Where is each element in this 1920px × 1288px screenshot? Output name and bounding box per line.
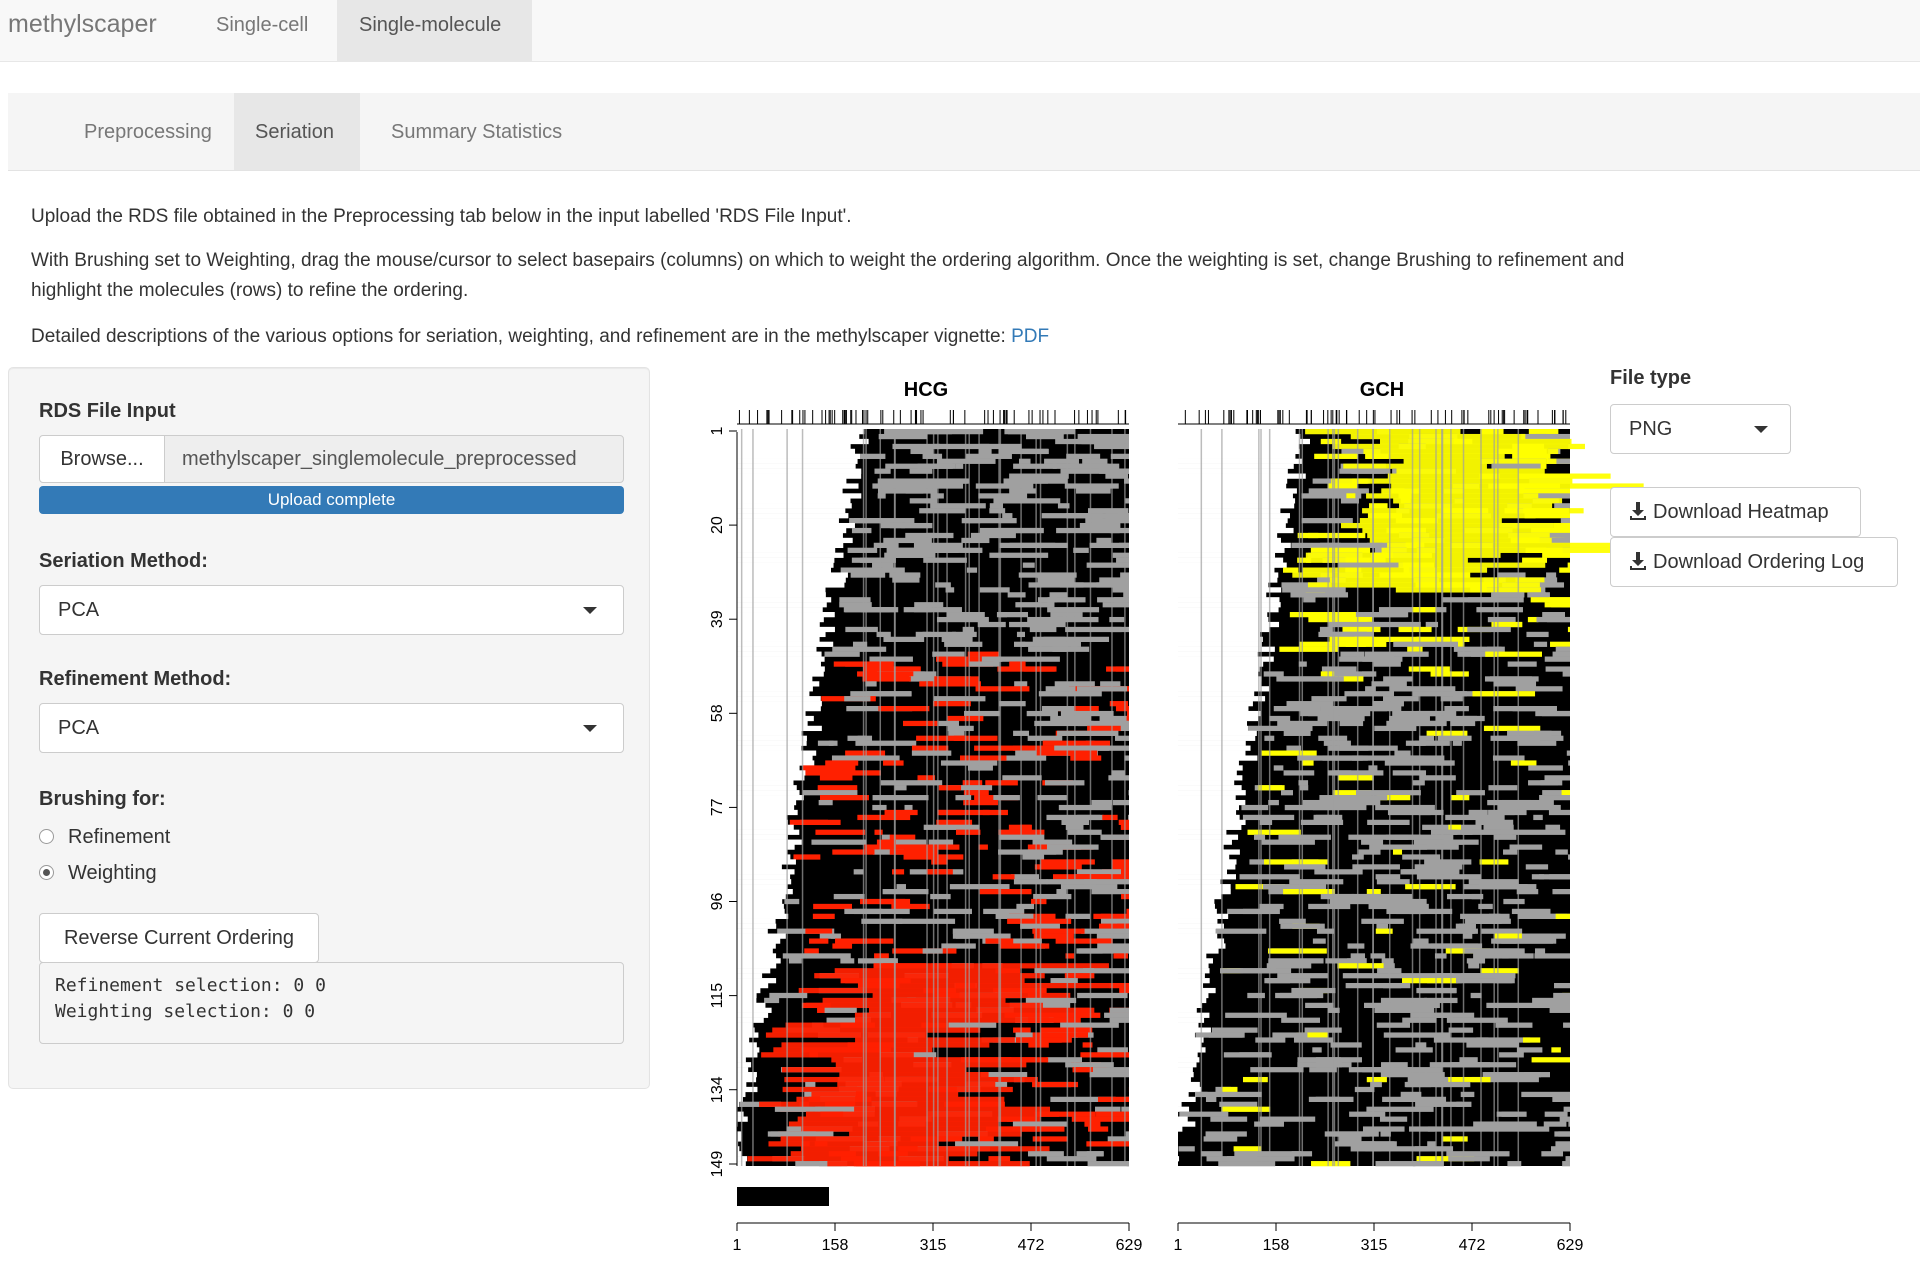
refinement-method-label: Refinement Method: <box>39 668 232 690</box>
x-tick-label: 629 <box>1557 1237 1584 1254</box>
x-tick-label: 315 <box>1361 1237 1388 1254</box>
download-heatmap-label: Download Heatmap <box>1653 501 1829 523</box>
tab-summary-statistics[interactable]: Summary Statistics <box>391 121 563 143</box>
chevron-down-icon <box>1754 426 1768 433</box>
download-heatmap-button[interactable]: Download Heatmap <box>1610 487 1861 537</box>
heatmap-plot[interactable]: HCG GCH 1 20 39 58 77 96 115 134 149 1 158 315 472 6… <box>680 355 1680 1285</box>
file-type-label: File type <box>1610 367 1692 389</box>
x-tick-label: 1 <box>733 1237 742 1254</box>
selection-output: Refinement selection: 0 0 Weighting sele… <box>39 962 624 1044</box>
gch-panel[interactable] <box>1178 429 1644 1167</box>
sidebar-panel: RDS File Input Browse... methylscaper_si… <box>8 367 650 1089</box>
download-ordering-log-button[interactable]: Download Ordering Log <box>1610 537 1898 587</box>
y-tick-label: 39 <box>709 610 726 628</box>
file-name-field[interactable]: methylscaper_singlemolecule_preprocessed <box>164 435 624 483</box>
y-tick-label: 96 <box>709 893 726 911</box>
tab-seriation[interactable]: Seriation <box>234 93 360 170</box>
vignette-pdf-link[interactable]: PDF <box>1011 326 1050 347</box>
upload-progress-bar: Upload complete <box>39 486 624 514</box>
intro-paragraph-3: Detailed descriptions of the various opt… <box>31 322 1049 352</box>
browse-button[interactable]: Browse... <box>39 435 165 483</box>
gch-title: GCH <box>1360 379 1404 401</box>
y-tick-label: 149 <box>709 1151 726 1178</box>
hcg-panel[interactable] <box>737 429 1129 1167</box>
file-type-select[interactable]: PNG <box>1610 404 1791 454</box>
x-tick-label: 315 <box>920 1237 947 1254</box>
file-type-value: PNG <box>1629 418 1673 440</box>
brushing-label: Brushing for: <box>39 788 166 810</box>
download-icon <box>1630 502 1646 520</box>
hcg-title: HCG <box>904 379 948 401</box>
intro-paragraph-2-line-2: highlight the molecules (rows) to refine… <box>31 280 469 301</box>
sub-tabs: Preprocessing Seriation Summary Statisti… <box>8 93 1920 171</box>
intro-paragraph-1: Upload the RDS file obtained in the Prep… <box>31 206 852 227</box>
refinement-method-value: PCA <box>58 717 100 739</box>
scale-bar <box>737 1187 829 1206</box>
x-tick-label: 472 <box>1018 1237 1045 1254</box>
y-tick-label: 134 <box>709 1076 726 1103</box>
top-navbar: methylscaper Single-cell Single-molecule <box>0 0 1920 62</box>
y-tick-label: 77 <box>709 798 726 816</box>
y-tick-label: 20 <box>709 516 726 534</box>
seriation-method-value: PCA <box>58 599 100 621</box>
intro-paragraph-3-text: Detailed descriptions of the various opt… <box>31 326 1012 347</box>
chevron-down-icon <box>583 725 597 732</box>
chevron-down-icon <box>583 607 597 614</box>
y-tick-label: 115 <box>709 983 726 1009</box>
y-tick-label: 1 <box>709 426 726 435</box>
y-tick-label: 58 <box>709 704 726 722</box>
x-axis: 1 158 315 472 629 1 158 315 472 629 <box>733 1222 1584 1254</box>
x-tick-label: 1 <box>1174 1237 1183 1254</box>
download-ordering-log-label: Download Ordering Log <box>1653 551 1865 573</box>
seriation-method-select[interactable]: PCA <box>39 585 624 635</box>
nav-tab-single-cell[interactable]: Single-cell <box>216 14 309 36</box>
top-rug-ticks <box>737 410 1570 425</box>
radio-refinement-label: Refinement <box>68 826 171 848</box>
tab-preprocessing[interactable]: Preprocessing <box>84 121 212 143</box>
nav-tab-single-molecule[interactable]: Single-molecule <box>337 0 532 62</box>
seriation-method-label: Seriation Method: <box>39 550 208 572</box>
x-tick-label: 158 <box>822 1237 849 1254</box>
app-brand[interactable]: methylscaper <box>8 10 157 38</box>
x-tick-label: 472 <box>1459 1237 1486 1254</box>
reverse-ordering-button[interactable]: Reverse Current Ordering <box>39 913 319 963</box>
x-tick-label: 158 <box>1263 1237 1290 1254</box>
radio-weighting-button[interactable] <box>39 865 54 880</box>
intro-paragraph-2-line-1: With Brushing set to Weighting, drag the… <box>31 250 1625 271</box>
refinement-method-select[interactable]: PCA <box>39 703 624 753</box>
radio-weighting-label: Weighting <box>68 862 157 884</box>
radio-refinement-button[interactable] <box>39 829 54 844</box>
download-icon <box>1630 552 1646 570</box>
x-tick-label: 629 <box>1116 1237 1143 1254</box>
y-axis: 1 20 39 58 77 96 115 134 149 <box>709 426 738 1178</box>
rds-file-input-label: RDS File Input <box>39 400 176 422</box>
